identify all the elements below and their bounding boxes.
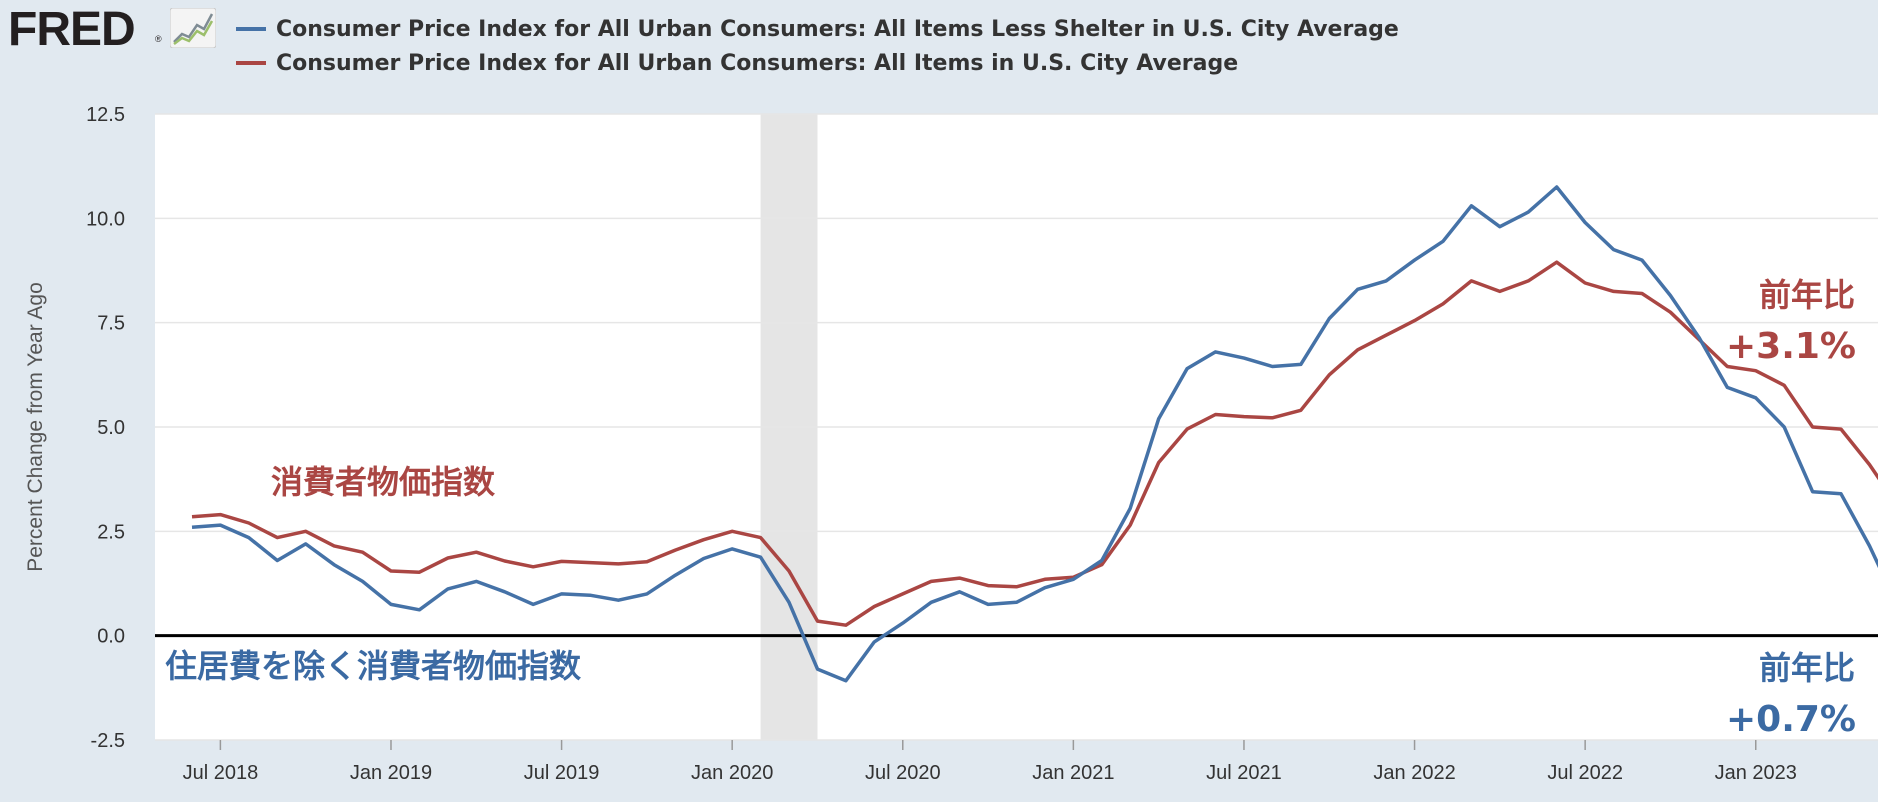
x-tick-label: Jan 2021	[1032, 762, 1114, 784]
x-axis-ticks: Jul 2018 Jan 2019 Jul 2019 Jan 2020 Jul 2020…	[183, 740, 1797, 784]
series-line-less-shelter	[191, 185, 1878, 683]
y-tick-label: 10.0	[86, 208, 125, 230]
y-tick-label: 0.0	[97, 626, 125, 648]
legend-label-all-items: Consumer Price Index for All Urban Consu…	[276, 50, 1239, 76]
legend-swatch-less-shelter	[236, 27, 266, 31]
trend-line-icon	[170, 8, 216, 48]
x-tick-label: Jul 2018	[183, 762, 259, 784]
x-tick-label: Jul 2020	[865, 762, 941, 784]
annotation-cpi-yoy-title: 前年比	[1759, 276, 1855, 314]
fred-logo[interactable]: FRED	[8, 3, 136, 56]
annotation-less-shelter-yoy-value: +0.7%	[1726, 699, 1856, 740]
fred-logo-text: FRED	[8, 3, 136, 56]
y-tick-label: 7.5	[97, 313, 125, 335]
annotation-less-shelter-label: 住居費を除く消費者物価指数	[165, 647, 582, 685]
annotation-less-shelter-yoy-title: 前年比	[1759, 649, 1855, 687]
x-tick-label: Jul 2019	[524, 762, 600, 784]
grid-lines	[155, 113, 1878, 741]
x-tick-label: Jul 2022	[1547, 762, 1623, 784]
fred-logo-registered-mark: ®	[155, 34, 162, 44]
x-tick-label: Jan 2022	[1373, 762, 1455, 784]
annotation-cpi-label: 消費者物価指数	[271, 463, 496, 501]
x-tick-label: Jan 2019	[350, 762, 432, 784]
x-tick-label: Jan 2023	[1715, 762, 1797, 784]
y-tick-label: 12.5	[86, 104, 125, 126]
x-tick-label: Jul 2021	[1206, 762, 1282, 784]
legend-label-less-shelter: Consumer Price Index for All Urban Consu…	[276, 16, 1399, 42]
y-tick-label: 2.5	[97, 521, 125, 543]
annotation-cpi-yoy-value: +3.1%	[1726, 326, 1856, 367]
x-tick-label: Jan 2020	[691, 762, 773, 784]
legend-swatch-all-items	[236, 61, 266, 65]
y-axis-title: Percent Change from Year Ago	[24, 282, 47, 572]
chart-header: FRED ® Consumer Price Index for All Urba…	[0, 0, 1878, 100]
y-axis-ticks: -2.5 0.0 2.5 5.0 7.5 10.0 12.5	[86, 104, 125, 752]
series-lines	[191, 185, 1878, 683]
y-tick-label: -2.5	[91, 730, 125, 752]
series-line-all-items	[191, 260, 1878, 627]
legend-item-less-shelter[interactable]: Consumer Price Index for All Urban Consu…	[236, 14, 1399, 44]
legend-item-all-items[interactable]: Consumer Price Index for All Urban Consu…	[236, 48, 1238, 78]
y-tick-label: 5.0	[97, 417, 125, 439]
